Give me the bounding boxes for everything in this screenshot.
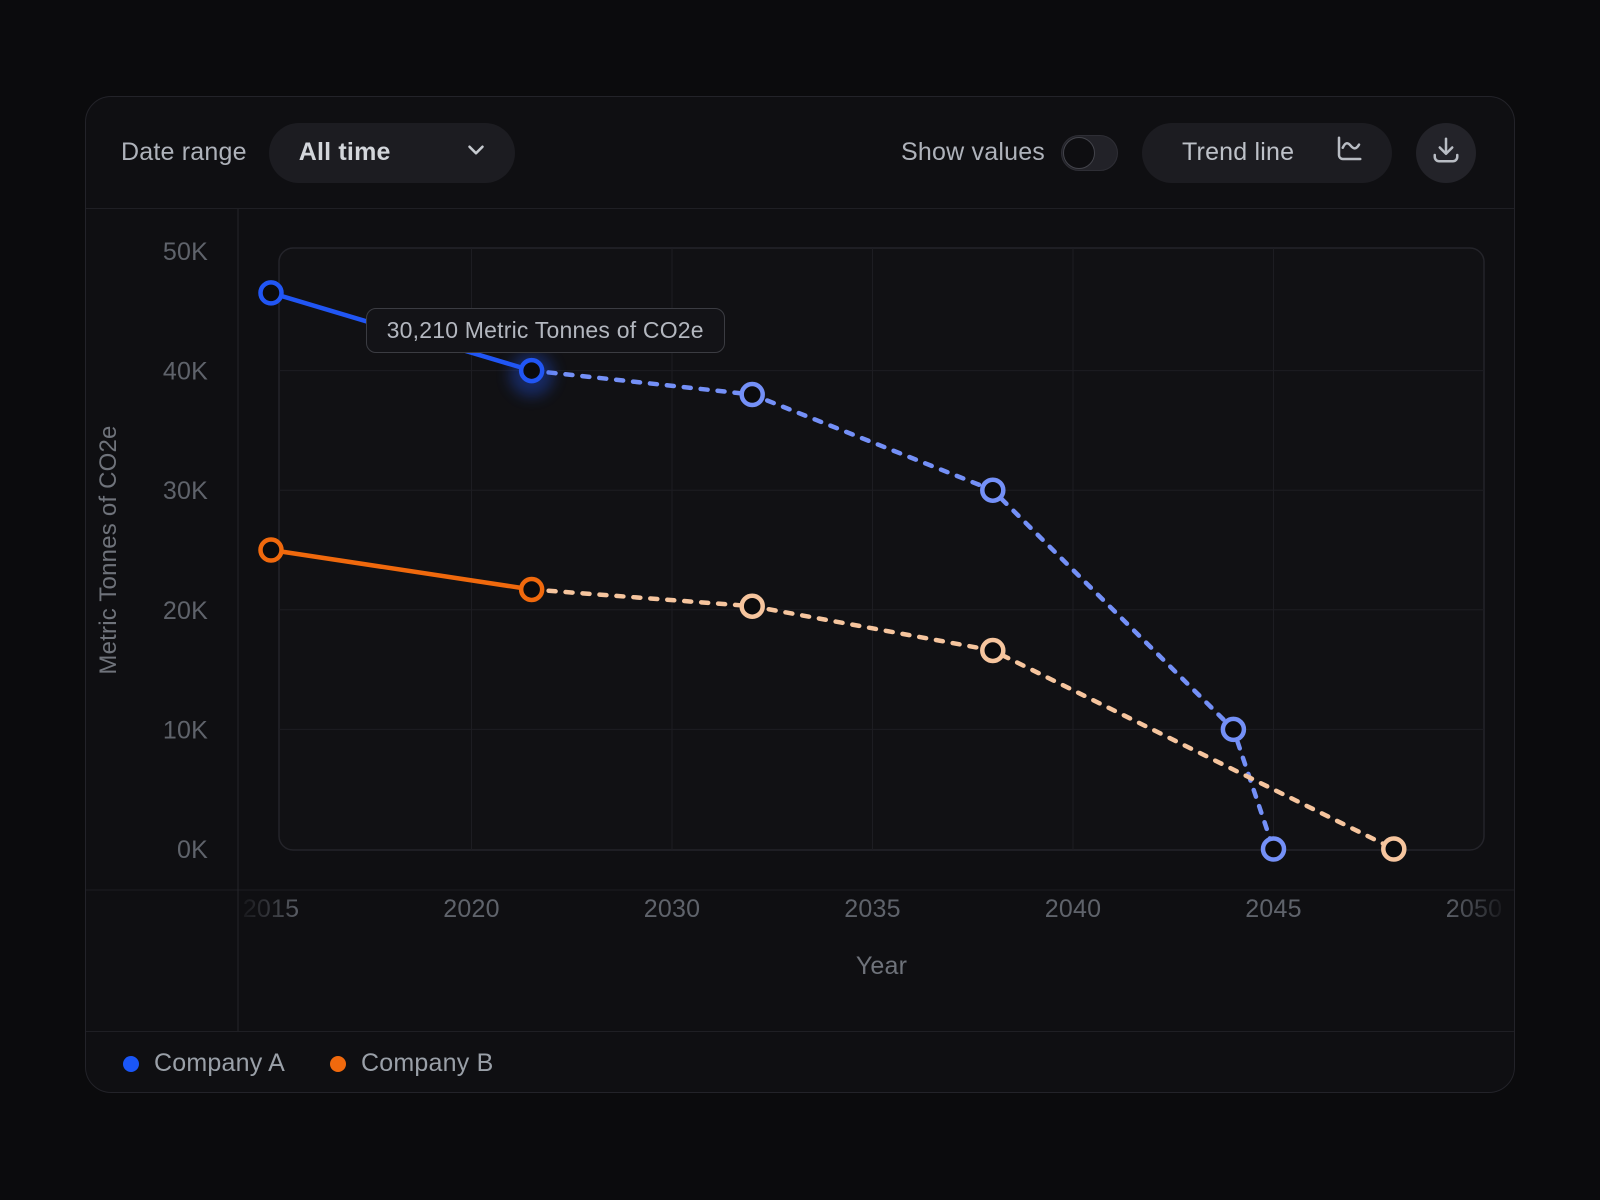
- date-range-dropdown[interactable]: All time: [268, 122, 515, 183]
- data-point-marker[interactable]: [258, 280, 284, 306]
- chart-card: Date range All time Show values Trend l: [85, 96, 1515, 1093]
- data-point-marker[interactable]: [739, 593, 765, 619]
- show-values-label: Show values: [901, 138, 1045, 166]
- download-icon: [1431, 135, 1461, 170]
- trend-line-button[interactable]: Trend line: [1142, 122, 1392, 183]
- date-range-group: Date range All time: [86, 122, 515, 183]
- y-tick-label: 10K: [163, 716, 208, 744]
- chart-legend: Company A Company B: [86, 1031, 1514, 1092]
- data-point-marker[interactable]: [980, 477, 1006, 503]
- y-tick-label: 20K: [163, 597, 208, 625]
- legend-label: Company A: [154, 1049, 286, 1077]
- chart-toolbar: Date range All time Show values Trend l: [86, 97, 1514, 209]
- legend-label: Company B: [361, 1049, 494, 1077]
- data-point-marker[interactable]: [980, 637, 1006, 664]
- toggle-knob: [1063, 136, 1095, 169]
- series-line-actual: [268, 547, 534, 592]
- y-tick-label: 0K: [177, 836, 208, 864]
- data-point-marker[interactable]: [1381, 836, 1407, 862]
- x-tick-label: 2050: [1446, 895, 1502, 923]
- y-tick-label: 40K: [163, 358, 208, 386]
- data-point-marker[interactable]: [1260, 836, 1287, 862]
- x-axis-title: Year: [856, 952, 907, 980]
- data-point-marker[interactable]: [739, 381, 765, 408]
- trend-line-label: Trend line: [1182, 138, 1295, 166]
- series-line-projection: [529, 587, 1397, 852]
- x-tick-label: 2015: [243, 895, 299, 923]
- line-chart-icon: [1334, 134, 1364, 171]
- data-point-marker[interactable]: [518, 576, 545, 603]
- x-tick-label: 2040: [1045, 895, 1101, 923]
- emissions-line-chart: 50K 40K 30K 20K 10K 0K 2015 2020 2030 2035 2040 204…: [86, 209, 1514, 1031]
- date-range-value: All time: [298, 138, 391, 166]
- legend-item[interactable]: Company A: [123, 1049, 285, 1078]
- data-point-marker[interactable]: [518, 357, 545, 384]
- legend-dot-icon: [123, 1055, 139, 1072]
- x-tick-label: 2020: [443, 895, 499, 923]
- y-tick-label: 50K: [163, 238, 208, 266]
- x-tick-label: 2030: [644, 895, 700, 923]
- plot-area[interactable]: [278, 247, 1485, 851]
- legend-item[interactable]: Company B: [330, 1049, 493, 1078]
- show-values-toggle[interactable]: [1061, 134, 1118, 171]
- data-point-marker[interactable]: [1220, 716, 1247, 743]
- y-tick-label: 30K: [163, 477, 208, 505]
- legend-dot-icon: [330, 1055, 347, 1072]
- download-button[interactable]: [1416, 122, 1476, 183]
- y-axis-title: Metric Tonnes of CO2e: [95, 425, 122, 674]
- x-tick-label: 2045: [1245, 895, 1301, 923]
- data-point-marker[interactable]: [258, 537, 284, 563]
- toolbar-actions: Show values Trend line: [901, 122, 1514, 183]
- chart-region: 50K 40K 30K 20K 10K 0K 2015 2020 2030 2035 2040 204…: [86, 209, 1514, 1031]
- date-range-label: Date range: [121, 138, 247, 166]
- x-tick-label: 2035: [844, 895, 900, 923]
- chevron-down-icon: [463, 137, 489, 168]
